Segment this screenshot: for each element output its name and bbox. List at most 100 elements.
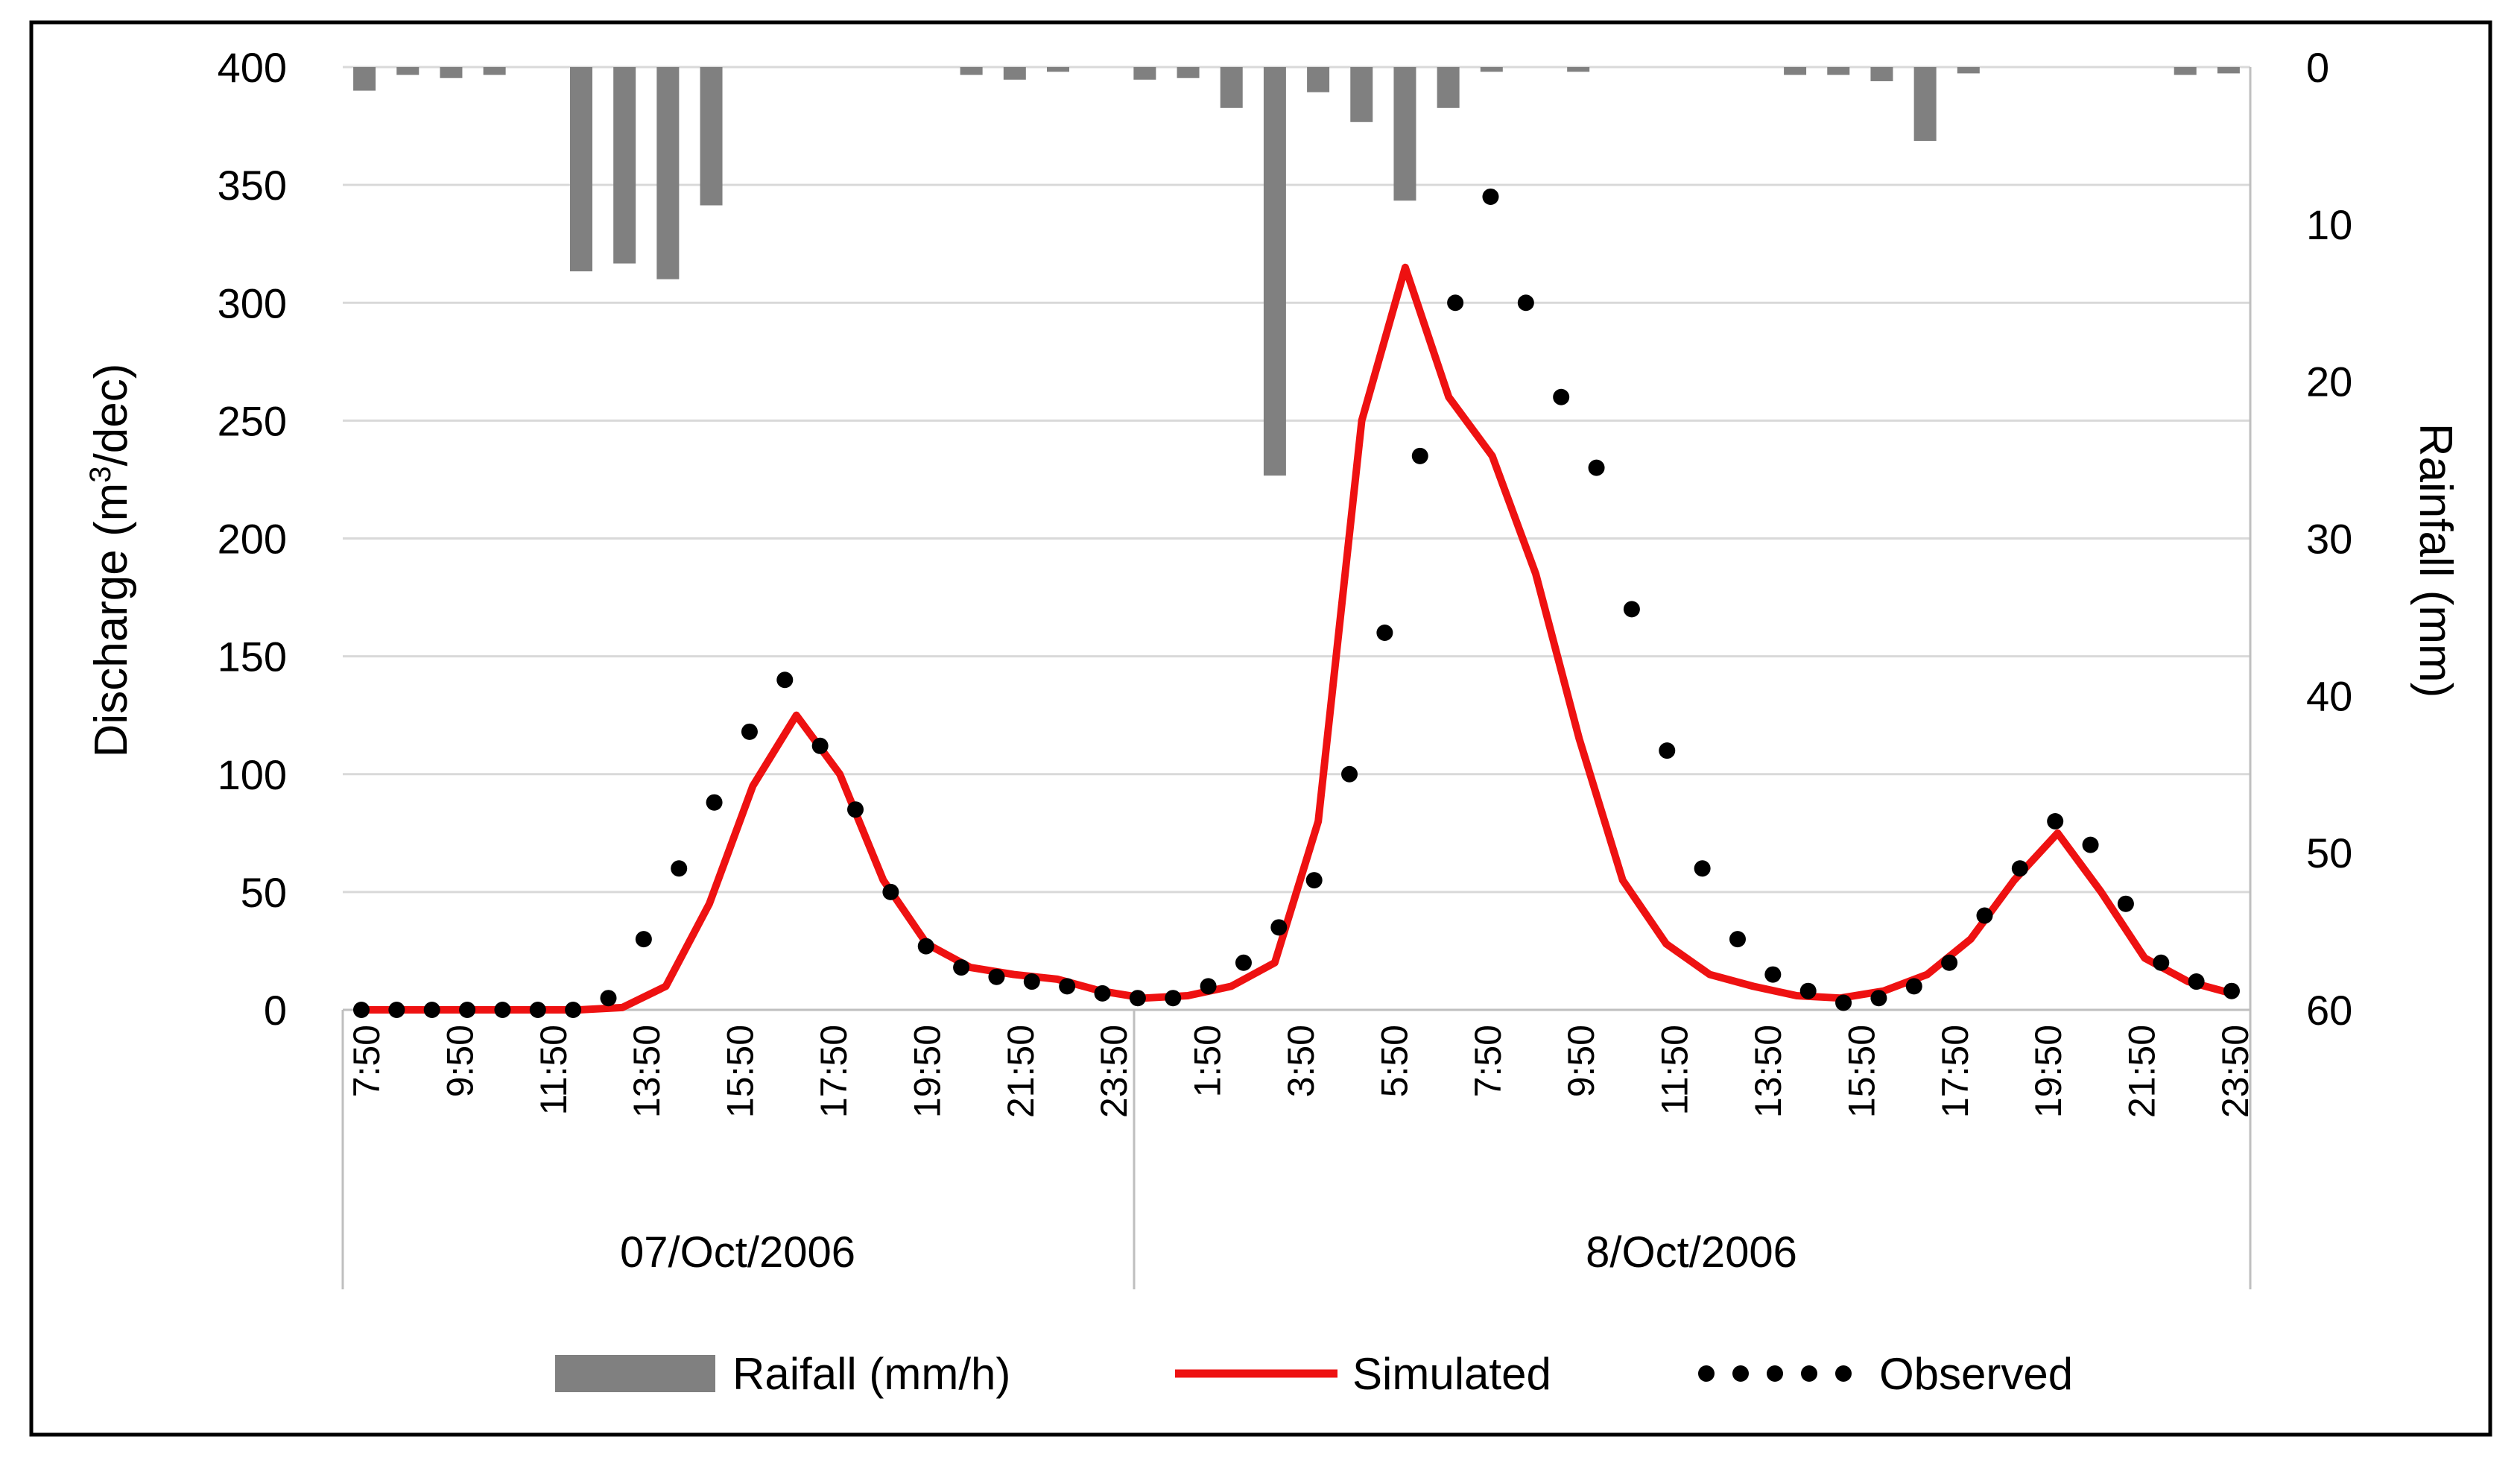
- observed-point: [1376, 625, 1393, 641]
- observed-point: [2188, 973, 2205, 990]
- observed-point: [776, 671, 794, 689]
- observed-point: [1659, 742, 1676, 759]
- rainfall-bar: [1480, 67, 1503, 72]
- legend-dot: [1767, 1365, 1783, 1382]
- observed-point: [1094, 985, 1111, 1002]
- observed-point: [1976, 907, 1993, 924]
- legend-label-simulated: Simulated: [1352, 1349, 1551, 1399]
- y-tick-left-label: 350: [218, 162, 287, 209]
- observed-point: [600, 990, 617, 1007]
- legend: Raifall (mm/h) Simulated Observed: [555, 1349, 2073, 1399]
- x-tick-label: 19:50: [2027, 1025, 2069, 1118]
- legend-dot: [1801, 1365, 1817, 1382]
- rainfall-bar: [440, 67, 463, 78]
- y-tick-right-label: 20: [2306, 358, 2352, 405]
- y-tick-right-label: 10: [2306, 201, 2352, 248]
- observed-point: [953, 959, 970, 976]
- observed-point: [847, 801, 864, 818]
- simulated-series: [361, 263, 2233, 1014]
- rainfall-bar: [700, 67, 723, 206]
- observed-point: [1165, 990, 1182, 1007]
- x-tick-label: 9:50: [1560, 1025, 1602, 1097]
- x-tick-label: 21:50: [2121, 1025, 2163, 1118]
- rainfall-bar: [1827, 67, 1850, 75]
- observed-point: [917, 938, 934, 955]
- observed-point: [2223, 982, 2240, 999]
- observed-point: [741, 723, 758, 740]
- y-axis-left-title: Discharge (m3/dec): [84, 364, 137, 758]
- y-axis-left-title-superscript: 3: [84, 466, 117, 482]
- observed-point: [1447, 294, 1464, 312]
- rainfall-bar: [2174, 67, 2197, 75]
- rainfall-bars: [353, 67, 2240, 476]
- observed-point: [2082, 836, 2099, 853]
- observed-point: [1870, 990, 1887, 1007]
- y-tick-right-label: 0: [2306, 44, 2329, 91]
- rainfall-bar: [1047, 67, 1069, 72]
- rainfall-bar: [656, 67, 680, 279]
- observed-point: [1482, 188, 1499, 205]
- rainfall-bar: [1913, 67, 1937, 142]
- x-tick-label: 21:50: [1000, 1025, 1042, 1118]
- rainfall-bar: [1263, 67, 1286, 476]
- observed-point: [811, 737, 829, 754]
- observed-point: [353, 1002, 370, 1018]
- x-tick-label: 5:50: [1373, 1025, 1415, 1097]
- legend-swatch-observed: [1698, 1365, 1852, 1382]
- rainfall-bar: [1220, 67, 1243, 108]
- observed-point: [1200, 978, 1217, 995]
- observed-point: [1129, 990, 1146, 1007]
- observed-point: [1023, 973, 1040, 990]
- observed-point: [1588, 459, 1605, 476]
- x-tick-label: 17:50: [1934, 1025, 1976, 1118]
- x-axis-ticks: 7:50 9:50 11:50 13:50 15:50 17:50 19:50 21:50 23…: [346, 1025, 2256, 1118]
- observed-point: [2153, 954, 2170, 971]
- observed-point: [1905, 978, 1922, 995]
- observed-series: [353, 188, 2240, 1018]
- legend-label-rainfall: Raifall (mm/h): [732, 1349, 1010, 1399]
- x-tick-label: 3:50: [1280, 1025, 1322, 1097]
- y-tick-left-label: 50: [241, 869, 287, 916]
- observed-point: [882, 883, 899, 900]
- x-tick-label: 11:50: [1654, 1025, 1696, 1115]
- observed-point: [2117, 895, 2134, 912]
- observed-point: [635, 931, 652, 948]
- rainfall-bar: [2217, 67, 2240, 74]
- observed-point: [565, 1002, 582, 1018]
- rainfall-bar: [483, 67, 506, 75]
- observed-point: [423, 1002, 440, 1018]
- rainfall-bar: [570, 67, 592, 272]
- rainfall-bar: [1393, 67, 1416, 201]
- rainfall-bar: [1957, 67, 1980, 74]
- y-axis-left-ticks: 400 350 300 250 200 150 100 50 0: [218, 44, 287, 1034]
- x-tick-label: 23:50: [2215, 1025, 2256, 1118]
- x-tick-label: 1:50: [1187, 1025, 1229, 1097]
- y-axis-left-title-suffix: /dec): [86, 364, 137, 467]
- axes: [341, 67, 2252, 1289]
- x-tick-label: 15:50: [720, 1025, 762, 1118]
- observed-point: [1411, 447, 1428, 464]
- rainfall-bar: [396, 67, 420, 75]
- observed-point: [1270, 919, 1288, 936]
- observed-point: [1729, 931, 1746, 948]
- legend-dot: [1698, 1365, 1715, 1382]
- y-tick-left-label: 250: [218, 397, 287, 444]
- y-tick-left-label: 200: [218, 516, 287, 563]
- observed-point: [459, 1002, 476, 1018]
- y-tick-right-label: 50: [2306, 829, 2352, 876]
- y-tick-left-label: 0: [264, 987, 287, 1034]
- observed-point: [706, 794, 723, 811]
- observed-point: [1799, 982, 1817, 999]
- rainfall-bar: [1870, 67, 1893, 81]
- observed-point: [494, 1002, 511, 1018]
- x-group-label: 07/Oct/2006: [620, 1228, 855, 1277]
- rainfall-bar: [960, 67, 983, 75]
- rainfall-bar: [613, 67, 636, 264]
- rainfall-bar: [1350, 67, 1373, 122]
- x-axis-groups: 07/Oct/2006 8/Oct/2006: [620, 1228, 1797, 1277]
- x-tick-label: 23:50: [1093, 1025, 1135, 1118]
- y-tick-left-label: 400: [218, 44, 287, 91]
- x-tick-label: 15:50: [1840, 1025, 1882, 1118]
- rainfall-bar: [1437, 67, 1460, 108]
